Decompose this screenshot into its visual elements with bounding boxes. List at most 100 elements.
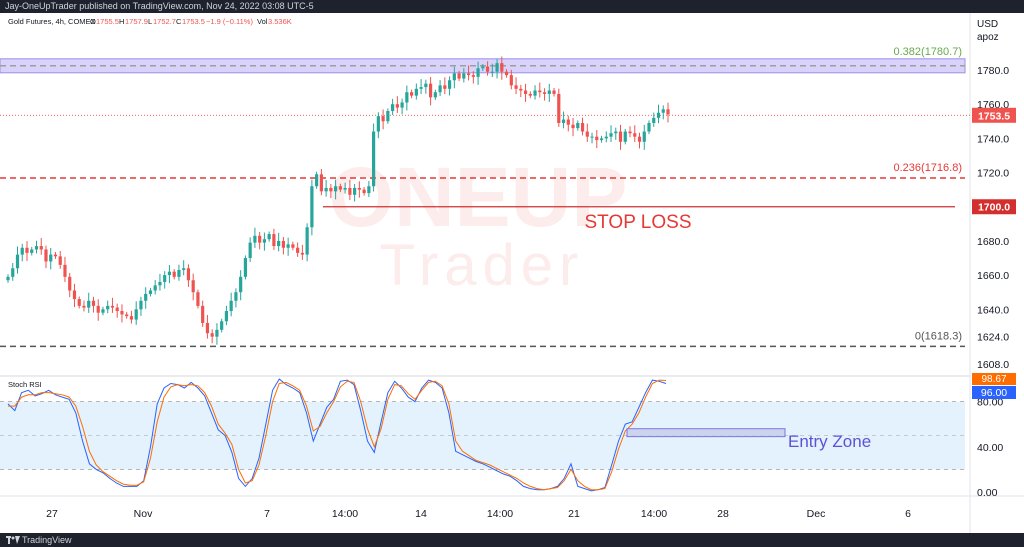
candle-body[interactable] <box>11 268 15 277</box>
candle-body[interactable] <box>6 276 10 281</box>
candle-body[interactable] <box>172 271 176 277</box>
candle-body[interactable] <box>438 85 442 93</box>
candle-body[interactable] <box>561 119 566 123</box>
candle-body[interactable] <box>372 131 376 187</box>
candle-body[interactable] <box>63 264 67 277</box>
candle-body[interactable] <box>609 133 613 137</box>
candle-body[interactable] <box>315 174 319 187</box>
candle-body[interactable] <box>348 187 352 195</box>
candle-body[interactable] <box>115 307 119 312</box>
chart-canvas[interactable]: Gold Futures, 4h, COMEX O 1755.5 H 1757.… <box>0 13 1024 533</box>
candle-body[interactable] <box>618 131 623 142</box>
candle-body[interactable] <box>452 73 456 81</box>
candle-body[interactable] <box>509 75 513 86</box>
candle-body[interactable] <box>87 300 91 308</box>
candle-body[interactable] <box>462 73 466 79</box>
candle-body[interactable] <box>158 281 162 286</box>
candle-body[interactable] <box>376 116 380 132</box>
candle-body[interactable] <box>53 254 58 257</box>
candle-body[interactable] <box>652 117 656 123</box>
candle-body[interactable] <box>481 66 485 69</box>
candle-body[interactable] <box>196 292 200 306</box>
candle-body[interactable] <box>443 85 447 89</box>
candle-body[interactable] <box>68 276 72 291</box>
candle-body[interactable] <box>490 71 494 73</box>
entry-zone-box[interactable] <box>626 428 786 438</box>
candle-body[interactable] <box>329 187 333 192</box>
candle-body[interactable] <box>82 305 86 308</box>
candle-body[interactable] <box>367 186 371 194</box>
candle-body[interactable] <box>595 136 599 141</box>
candle-body[interactable] <box>220 321 224 330</box>
candle-body[interactable] <box>319 174 323 192</box>
candle-body[interactable] <box>647 122 651 132</box>
candle-body[interactable] <box>447 80 452 89</box>
candle-body[interactable] <box>177 269 181 277</box>
candle-body[interactable] <box>428 83 433 98</box>
candle-body[interactable] <box>167 271 172 276</box>
candle-body[interactable] <box>585 131 589 137</box>
candle-body[interactable] <box>58 256 62 265</box>
candle-body[interactable] <box>519 88 523 91</box>
candle-body[interactable] <box>353 187 357 195</box>
candle-body[interactable] <box>153 285 157 291</box>
candle-body[interactable] <box>272 234 276 247</box>
candle-body[interactable] <box>215 329 219 337</box>
candle-body[interactable] <box>253 235 257 243</box>
candle-body[interactable] <box>571 124 575 129</box>
stoch-k-line[interactable] <box>7 378 667 492</box>
stoch-rsi-pane[interactable]: Stoch RSI Entry Zone 0.00 40.00 80.00 98.6… <box>0 373 1016 499</box>
candle-body[interactable] <box>500 63 504 72</box>
candle-body[interactable] <box>129 316 134 320</box>
candle-body[interactable] <box>338 186 342 190</box>
candle-body[interactable] <box>409 92 414 96</box>
candle-body[interactable] <box>400 102 404 108</box>
candle-body[interactable] <box>110 305 115 308</box>
candle-body[interactable] <box>566 119 570 125</box>
candle-body[interactable] <box>414 88 418 96</box>
candle-body[interactable] <box>139 300 143 310</box>
candle-body[interactable] <box>310 186 314 228</box>
candle-body[interactable] <box>433 92 437 98</box>
candle-body[interactable] <box>538 90 542 93</box>
candle-body[interactable] <box>239 276 243 293</box>
candle-body[interactable] <box>148 290 153 294</box>
candle-body[interactable] <box>633 133 637 137</box>
candle-body[interactable] <box>296 247 300 253</box>
candle-body[interactable] <box>523 90 528 94</box>
candle-body[interactable] <box>210 333 214 337</box>
candle-body[interactable] <box>182 268 186 270</box>
candle-body[interactable] <box>120 311 124 315</box>
candle-body[interactable] <box>457 73 461 79</box>
candle-body[interactable] <box>661 109 665 113</box>
candle-body[interactable] <box>528 93 532 96</box>
candle-body[interactable] <box>49 254 53 262</box>
candle-body[interactable] <box>604 136 608 139</box>
candle-body[interactable] <box>362 189 366 194</box>
candle-body[interactable] <box>186 268 191 281</box>
candle-body[interactable] <box>476 68 480 77</box>
candle-body[interactable] <box>324 187 328 192</box>
candle-body[interactable] <box>386 111 390 122</box>
candle-body[interactable] <box>557 93 561 123</box>
candle-body[interactable] <box>72 290 77 300</box>
candle-body[interactable] <box>395 104 399 108</box>
candle-body[interactable] <box>590 136 594 138</box>
candle-body[interactable] <box>205 322 210 334</box>
candle-body[interactable] <box>243 258 248 277</box>
candlestick-series[interactable] <box>6 56 670 345</box>
candle-body[interactable] <box>334 186 338 192</box>
candle-body[interactable] <box>44 249 48 262</box>
candle-body[interactable] <box>39 246 43 250</box>
candle-body[interactable] <box>485 66 490 72</box>
candle-body[interactable] <box>495 63 499 72</box>
candle-body[interactable] <box>357 187 361 190</box>
candle-body[interactable] <box>34 246 39 250</box>
candle-body[interactable] <box>20 247 24 255</box>
candle-body[interactable] <box>191 280 195 293</box>
candle-body[interactable] <box>552 90 556 94</box>
candle-body[interactable] <box>466 73 471 76</box>
candle-body[interactable] <box>623 131 627 142</box>
candle-body[interactable] <box>163 275 167 282</box>
candle-body[interactable] <box>144 293 148 301</box>
